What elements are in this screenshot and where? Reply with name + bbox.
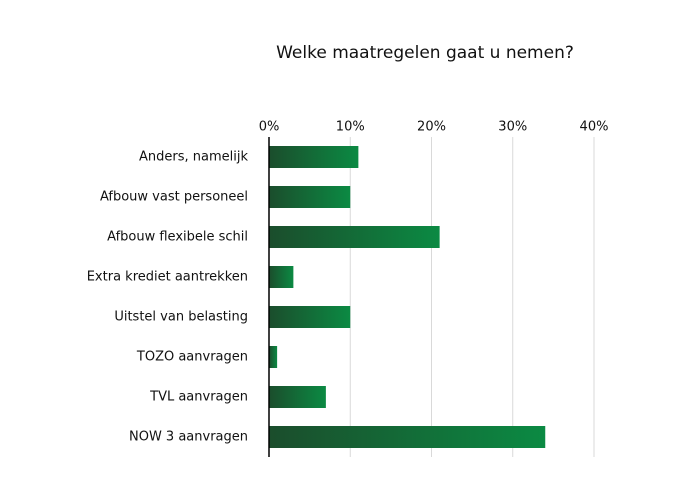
y-tick-label: Afbouw vast personeel <box>100 190 248 205</box>
x-tick-label: 10% <box>336 120 365 135</box>
y-tick-label: Extra krediet aantrekken <box>87 270 248 285</box>
chart-title: Welke maatregelen gaat u nemen? <box>276 43 574 63</box>
bar <box>269 426 546 448</box>
x-tick-label: 30% <box>498 120 527 135</box>
x-tick-label: 40% <box>580 120 609 135</box>
x-tick-label: 0% <box>259 120 280 135</box>
y-tick-label: Anders, namelijk <box>139 150 248 165</box>
bar <box>269 146 359 168</box>
y-tick-label: Afbouw flexibele schil <box>107 230 248 245</box>
bar <box>269 266 294 288</box>
y-tick-label: TOZO aanvragen <box>136 350 248 365</box>
y-tick-label: NOW 3 aanvragen <box>129 430 248 445</box>
bar <box>269 386 326 408</box>
y-tick-label: Uitstel van belasting <box>114 310 248 325</box>
bar <box>269 226 440 248</box>
bar <box>269 186 351 208</box>
y-tick-label: TVL aanvragen <box>149 390 248 405</box>
bar <box>269 306 351 328</box>
bar <box>269 346 278 368</box>
x-tick-label: 20% <box>417 120 446 135</box>
